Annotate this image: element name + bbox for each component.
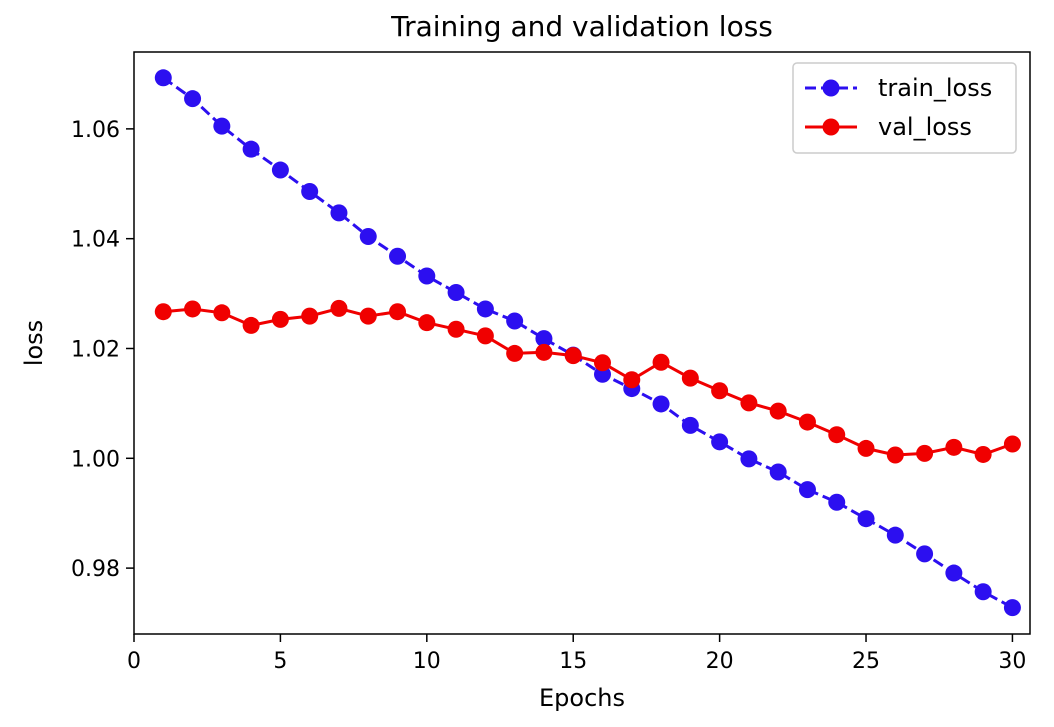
- train_loss-point: [681, 416, 699, 434]
- chart-title: Training and validation loss: [390, 10, 773, 43]
- y-tick-label: 1.00: [71, 447, 120, 472]
- train_loss-point: [535, 330, 553, 348]
- legend-swatch-marker: [822, 118, 840, 136]
- val_loss-point: [154, 303, 172, 321]
- train_loss-point: [769, 463, 787, 481]
- val_loss-point: [359, 307, 377, 325]
- val_loss-point: [740, 394, 758, 412]
- train_loss-point: [506, 312, 524, 330]
- val_loss-point: [711, 382, 729, 400]
- legend-label: train_loss: [878, 74, 992, 102]
- y-tick-label: 1.06: [71, 118, 120, 143]
- val_loss-point: [857, 439, 875, 457]
- val_loss-point: [798, 413, 816, 431]
- train_loss-point: [389, 247, 407, 265]
- train_loss-point: [242, 140, 260, 158]
- train_loss-point: [798, 481, 816, 499]
- val_loss-point: [974, 445, 992, 463]
- val_loss-point: [242, 316, 260, 334]
- legend-swatch-marker: [822, 79, 840, 97]
- train_loss-point: [184, 90, 202, 108]
- val_loss-point: [476, 327, 494, 345]
- train_loss-point: [740, 450, 758, 468]
- train_loss-point: [886, 526, 904, 544]
- val_loss-point: [389, 303, 407, 321]
- x-tick-label: 20: [706, 649, 734, 674]
- x-axis-label: Epochs: [539, 684, 625, 712]
- axis-ticks: 0 5 10 15 20 25 30 0.98 1.00 1.02 1.04 1.06: [71, 118, 1026, 674]
- legend-box: [792, 62, 1017, 154]
- val_loss-line: [163, 306, 1013, 457]
- val_loss-point: [945, 438, 963, 456]
- plot-area-frame: [133, 51, 1031, 635]
- val_loss-point: [886, 446, 904, 464]
- val_loss-point: [652, 353, 670, 371]
- val_loss-point: [447, 320, 465, 338]
- train_loss-point: [1003, 599, 1021, 617]
- val_loss-point: [330, 299, 348, 317]
- val_loss-point: [769, 402, 787, 420]
- train_loss-point: [711, 433, 729, 451]
- val_loss-point: [564, 347, 582, 365]
- x-tick-label: 15: [559, 649, 587, 674]
- train_loss-point: [828, 493, 846, 511]
- legend: train_loss val_loss: [792, 62, 1017, 154]
- val_loss-point: [916, 444, 934, 462]
- train_loss-point: [652, 395, 670, 413]
- y-axis-label: loss: [20, 320, 48, 366]
- train_loss-point: [330, 204, 348, 222]
- train_loss-line: [162, 76, 1014, 609]
- y-tick-label: 0.98: [71, 557, 120, 582]
- train_loss-point: [271, 161, 289, 179]
- train_loss-point: [974, 583, 992, 601]
- x-tick-label: 5: [273, 649, 287, 674]
- x-tick-label: 10: [413, 649, 441, 674]
- x-tick-label: 0: [127, 649, 141, 674]
- val_loss-point: [593, 354, 611, 372]
- train_loss-point: [916, 545, 934, 563]
- legend-label: val_loss: [878, 113, 972, 141]
- train_loss-point: [418, 267, 436, 285]
- x-tick-label: 25: [852, 649, 880, 674]
- val_loss-point: [623, 371, 641, 389]
- val_loss-point: [535, 343, 553, 361]
- val_loss-point: [213, 304, 231, 322]
- val_loss-point: [1003, 435, 1021, 453]
- val_loss-point: [301, 307, 319, 325]
- y-tick-label: 1.02: [71, 337, 120, 362]
- train_loss-point: [154, 69, 172, 87]
- series-layer: [154, 69, 1021, 617]
- val_loss-point: [506, 344, 524, 362]
- x-tick-label: 30: [998, 649, 1026, 674]
- val_loss-point: [828, 426, 846, 444]
- train_loss-point: [359, 227, 377, 245]
- train_loss-point: [301, 182, 319, 200]
- train_loss-point: [447, 283, 465, 301]
- val_loss-point: [184, 300, 202, 318]
- train_loss-point: [945, 564, 963, 582]
- train_loss-point: [857, 510, 875, 528]
- val_loss-point: [418, 314, 436, 332]
- y-tick-label: 1.04: [71, 228, 120, 253]
- val_loss-point: [271, 310, 289, 328]
- train_loss-point: [213, 117, 231, 135]
- train_loss-point: [476, 300, 494, 318]
- val_loss-point: [681, 369, 699, 387]
